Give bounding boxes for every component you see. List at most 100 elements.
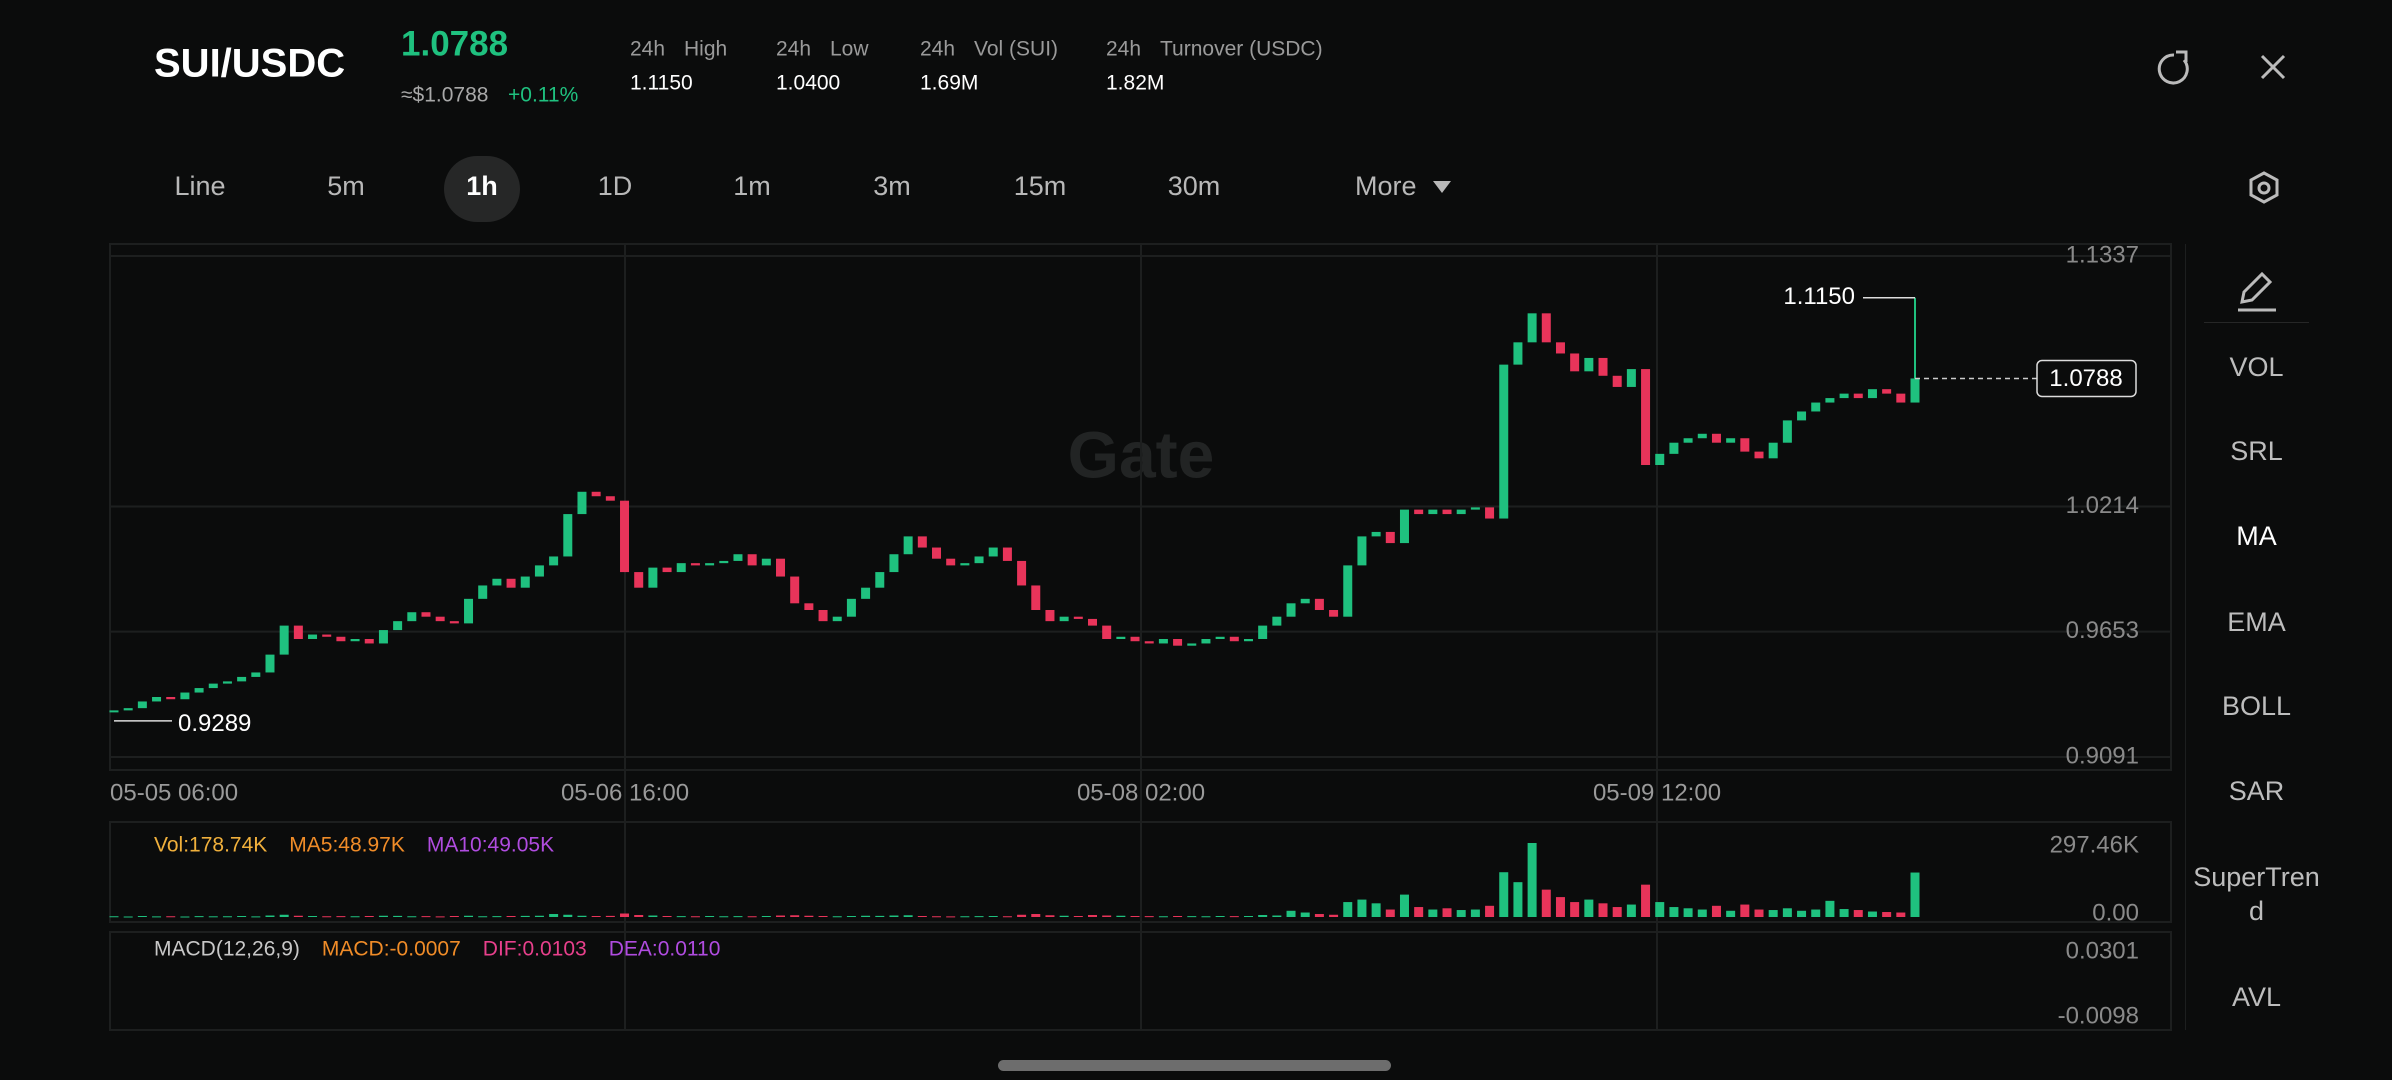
candle xyxy=(449,621,459,624)
volume-bar xyxy=(676,916,686,918)
volume-bar xyxy=(1697,909,1707,917)
volume-bar xyxy=(378,915,388,917)
candle xyxy=(1130,636,1140,642)
interval-tab[interactable]: 30m xyxy=(1168,171,1221,201)
candle xyxy=(1782,420,1792,443)
volume-bar xyxy=(747,916,757,918)
volume-bar xyxy=(1910,872,1920,917)
volume-bar xyxy=(690,916,700,918)
candle xyxy=(563,514,573,557)
indicator-button[interactable]: SAR xyxy=(2228,776,2285,806)
candle xyxy=(407,612,417,622)
volume-bar xyxy=(1130,916,1140,918)
volume-bar xyxy=(1485,905,1495,917)
volume-bar xyxy=(435,916,445,918)
candle xyxy=(1215,636,1225,639)
candle xyxy=(1399,509,1409,544)
volume-bar xyxy=(1896,912,1906,917)
indicator-button[interactable]: SuperTrend xyxy=(2193,862,2320,926)
candle xyxy=(1258,625,1268,639)
indicator-button[interactable]: AVL xyxy=(2231,982,2282,1012)
volume-bar xyxy=(1456,910,1466,917)
volume-bar xyxy=(1158,916,1168,918)
candle xyxy=(520,576,530,588)
candle xyxy=(1555,342,1565,354)
y-tick-label: 1.1337 xyxy=(2066,241,2139,268)
volume-bar xyxy=(350,916,360,918)
volume-bar xyxy=(605,915,615,917)
volume-bar xyxy=(1272,915,1282,917)
candle xyxy=(846,598,856,617)
volume-bar xyxy=(1782,908,1792,917)
candle xyxy=(1087,618,1097,626)
interval-tab[interactable]: 1D xyxy=(598,171,633,201)
volume-bar xyxy=(861,915,871,917)
candle xyxy=(747,554,757,566)
candle xyxy=(1754,451,1764,459)
volume-bar xyxy=(1059,915,1069,917)
settings-icon[interactable] xyxy=(2249,171,2279,204)
refresh-icon[interactable] xyxy=(2157,50,2189,85)
volume-bar xyxy=(1740,904,1750,917)
indicator-button[interactable]: VOL xyxy=(2229,352,2284,382)
pair-title: SUI/USDC xyxy=(154,42,345,86)
volume-bar xyxy=(903,915,913,917)
candle xyxy=(1697,433,1707,439)
candle xyxy=(336,636,346,642)
volume-bar xyxy=(464,915,474,917)
candle xyxy=(648,567,658,588)
candle xyxy=(861,587,871,599)
dropdown-arrow xyxy=(1433,181,1451,193)
volume-bar xyxy=(733,916,743,918)
candle xyxy=(974,556,984,564)
volume-bar xyxy=(875,915,885,917)
volume-bar xyxy=(804,915,814,917)
candle xyxy=(832,616,842,622)
draw-tool-icon[interactable] xyxy=(2186,262,2327,342)
indicator-button[interactable]: EMA xyxy=(2227,607,2286,637)
volume-bar xyxy=(194,916,204,918)
interval-tab[interactable]: 15m xyxy=(1014,171,1067,201)
candle xyxy=(137,701,147,709)
candle xyxy=(577,491,587,515)
candle xyxy=(1896,393,1906,403)
indicator-button[interactable]: SRL xyxy=(2230,436,2283,466)
volume-bar xyxy=(932,916,942,918)
candle xyxy=(719,560,729,564)
interval-tab[interactable]: 5m xyxy=(327,171,365,201)
volume-bar xyxy=(421,916,431,918)
candle xyxy=(166,696,176,700)
volume-bar xyxy=(1612,907,1622,917)
volume-bar xyxy=(1797,910,1807,917)
volume-bar xyxy=(222,916,232,918)
candle xyxy=(1031,585,1041,611)
volume-bar xyxy=(761,916,771,918)
indicator-button[interactable]: BOLL xyxy=(2221,691,2292,721)
x-tick-label: 05-06 16:00 xyxy=(561,779,689,806)
interval-tab[interactable]: More xyxy=(1355,171,1417,201)
candle xyxy=(464,598,474,624)
close-icon[interactable] xyxy=(2260,54,2286,80)
interval-tab[interactable]: 1m xyxy=(733,171,771,201)
candle xyxy=(194,688,204,693)
volume-bar xyxy=(1399,894,1409,917)
volume-bar xyxy=(1116,915,1126,917)
x-tick-label: 05-09 12:00 xyxy=(1593,779,1721,806)
candle xyxy=(1711,433,1721,443)
volume-bar xyxy=(634,915,644,917)
last-price-label: 1.0788 xyxy=(2049,365,2122,392)
indicator-button[interactable]: MA xyxy=(2236,521,2277,551)
interval-tab[interactable]: 1h xyxy=(466,171,498,201)
candle xyxy=(1357,536,1367,566)
volume-bar xyxy=(563,914,573,917)
volume-bar xyxy=(1570,902,1580,917)
stat-period: 24h xyxy=(776,38,811,61)
candle xyxy=(1740,438,1750,452)
candle xyxy=(1853,393,1863,399)
interval-tab[interactable]: 3m xyxy=(873,171,911,201)
candle xyxy=(393,621,403,631)
candle xyxy=(1187,643,1197,646)
interval-tab[interactable]: Line xyxy=(174,171,225,201)
stat-period: 24h xyxy=(1106,38,1141,61)
